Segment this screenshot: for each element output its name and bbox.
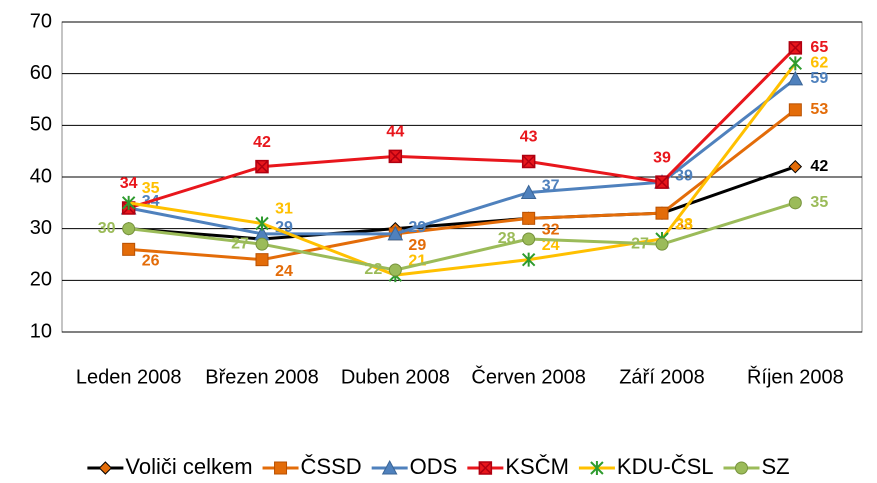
marker: [122, 242, 136, 256]
data-label: 43: [520, 129, 538, 146]
series-line: [128, 46, 797, 210]
data-label: 44: [386, 124, 404, 141]
data-label: 28: [675, 216, 693, 233]
marker: [387, 225, 404, 241]
data-label: 27: [231, 235, 249, 252]
data-label: 29: [408, 219, 426, 236]
marker: [788, 103, 802, 117]
legend-label: SZ: [761, 454, 789, 479]
marker: [478, 461, 493, 475]
legend-label: KDU-ČSL: [617, 454, 714, 479]
marker: [388, 149, 403, 164]
data-label: 39: [675, 167, 693, 184]
y-tick-label: 40: [30, 165, 52, 187]
marker: [734, 461, 748, 475]
marker: [522, 211, 536, 225]
data-label: 24: [275, 263, 293, 280]
marker: [788, 159, 803, 174]
data-label: 59: [810, 70, 828, 87]
series-line: [128, 62, 797, 277]
marker: [255, 253, 269, 267]
series-line: [128, 108, 797, 262]
x-tick-label: Leden 2008: [76, 366, 182, 388]
series-line: [128, 201, 796, 272]
marker: [520, 184, 537, 199]
marker: [590, 461, 604, 475]
marker: [788, 41, 803, 55]
y-tick-label: 70: [30, 10, 52, 32]
marker: [788, 56, 803, 71]
data-label: 39: [653, 149, 671, 166]
marker: [655, 237, 669, 251]
x-tick-label: Březen 2008: [205, 366, 318, 388]
data-label: 53: [810, 101, 828, 118]
y-tick-label: 50: [30, 114, 52, 136]
y-tick-label: 10: [30, 320, 52, 342]
legend-label: ČSSD: [301, 454, 362, 479]
series-line: [128, 77, 797, 236]
marker: [381, 459, 398, 475]
data-label: 31: [275, 201, 293, 218]
marker: [255, 237, 269, 251]
marker: [788, 196, 802, 210]
marker: [121, 195, 136, 210]
series: 42: [121, 158, 828, 246]
data-label: 62: [810, 55, 828, 72]
data-label: 27: [631, 235, 649, 252]
legend-label: ODS: [410, 454, 458, 479]
y-tick-label: 20: [30, 269, 52, 291]
marker: [787, 70, 804, 86]
data-label: 28: [498, 230, 516, 247]
marker: [655, 206, 669, 220]
marker: [521, 154, 536, 169]
data-label: 37: [542, 178, 560, 195]
legend-label: Voliči celkem: [125, 454, 252, 479]
x-tick-label: Červen 2008: [471, 365, 586, 388]
marker: [522, 232, 536, 246]
marker: [122, 222, 136, 236]
legend-label: KSČM: [505, 454, 569, 479]
x-tick-label: Duben 2008: [341, 366, 450, 388]
data-label: 30: [98, 220, 116, 237]
data-label: 22: [364, 261, 382, 278]
marker: [98, 461, 113, 475]
marker: [274, 461, 288, 475]
data-label: 65: [810, 39, 828, 56]
series: 34 42 44 43 39 65: [120, 39, 828, 215]
y-tick-label: 30: [30, 217, 52, 239]
series-line: [128, 165, 796, 241]
legend: Voliči celkem ČSSD ODS KSČM KDU-ČSL SZ: [87, 454, 790, 479]
marker: [388, 263, 402, 277]
data-label: 33: [675, 216, 693, 233]
series: 26 24 29 32 33 53: [122, 101, 828, 280]
y-tick-label: 60: [30, 62, 52, 84]
marker: [255, 159, 269, 174]
marker: [521, 252, 536, 267]
data-label: 42: [253, 134, 271, 151]
data-label: 32: [542, 222, 560, 239]
x-tick-label: Září 2008: [619, 366, 705, 388]
marker: [255, 216, 269, 231]
x-tick-label: Říjen 2008: [747, 365, 844, 388]
data-label: 29: [408, 237, 426, 254]
data-label: 35: [810, 194, 828, 211]
data-label: 35: [142, 180, 160, 197]
data-label: 42: [810, 158, 828, 175]
marker: [655, 175, 669, 189]
data-label: 34: [120, 175, 138, 192]
data-label: 26: [142, 253, 160, 270]
series: 30 27 22 28 27 35: [98, 194, 829, 278]
